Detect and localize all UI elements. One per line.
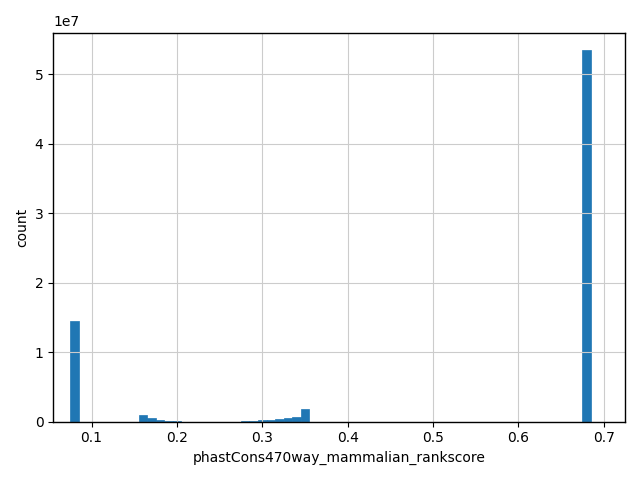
Bar	[156, 420, 164, 421]
Bar	[266, 420, 275, 421]
Bar	[292, 417, 301, 421]
Bar	[284, 418, 292, 421]
Bar	[275, 420, 284, 421]
Bar	[147, 418, 156, 421]
Bar	[70, 321, 79, 421]
Bar	[250, 420, 258, 421]
Bar	[258, 420, 266, 421]
Bar	[301, 409, 309, 421]
Text: 1e7: 1e7	[53, 15, 79, 29]
Bar	[138, 415, 147, 421]
Bar	[582, 50, 591, 421]
X-axis label: phastCons470way_mammalian_rankscore: phastCons470way_mammalian_rankscore	[193, 451, 486, 465]
Y-axis label: count: count	[15, 207, 29, 247]
